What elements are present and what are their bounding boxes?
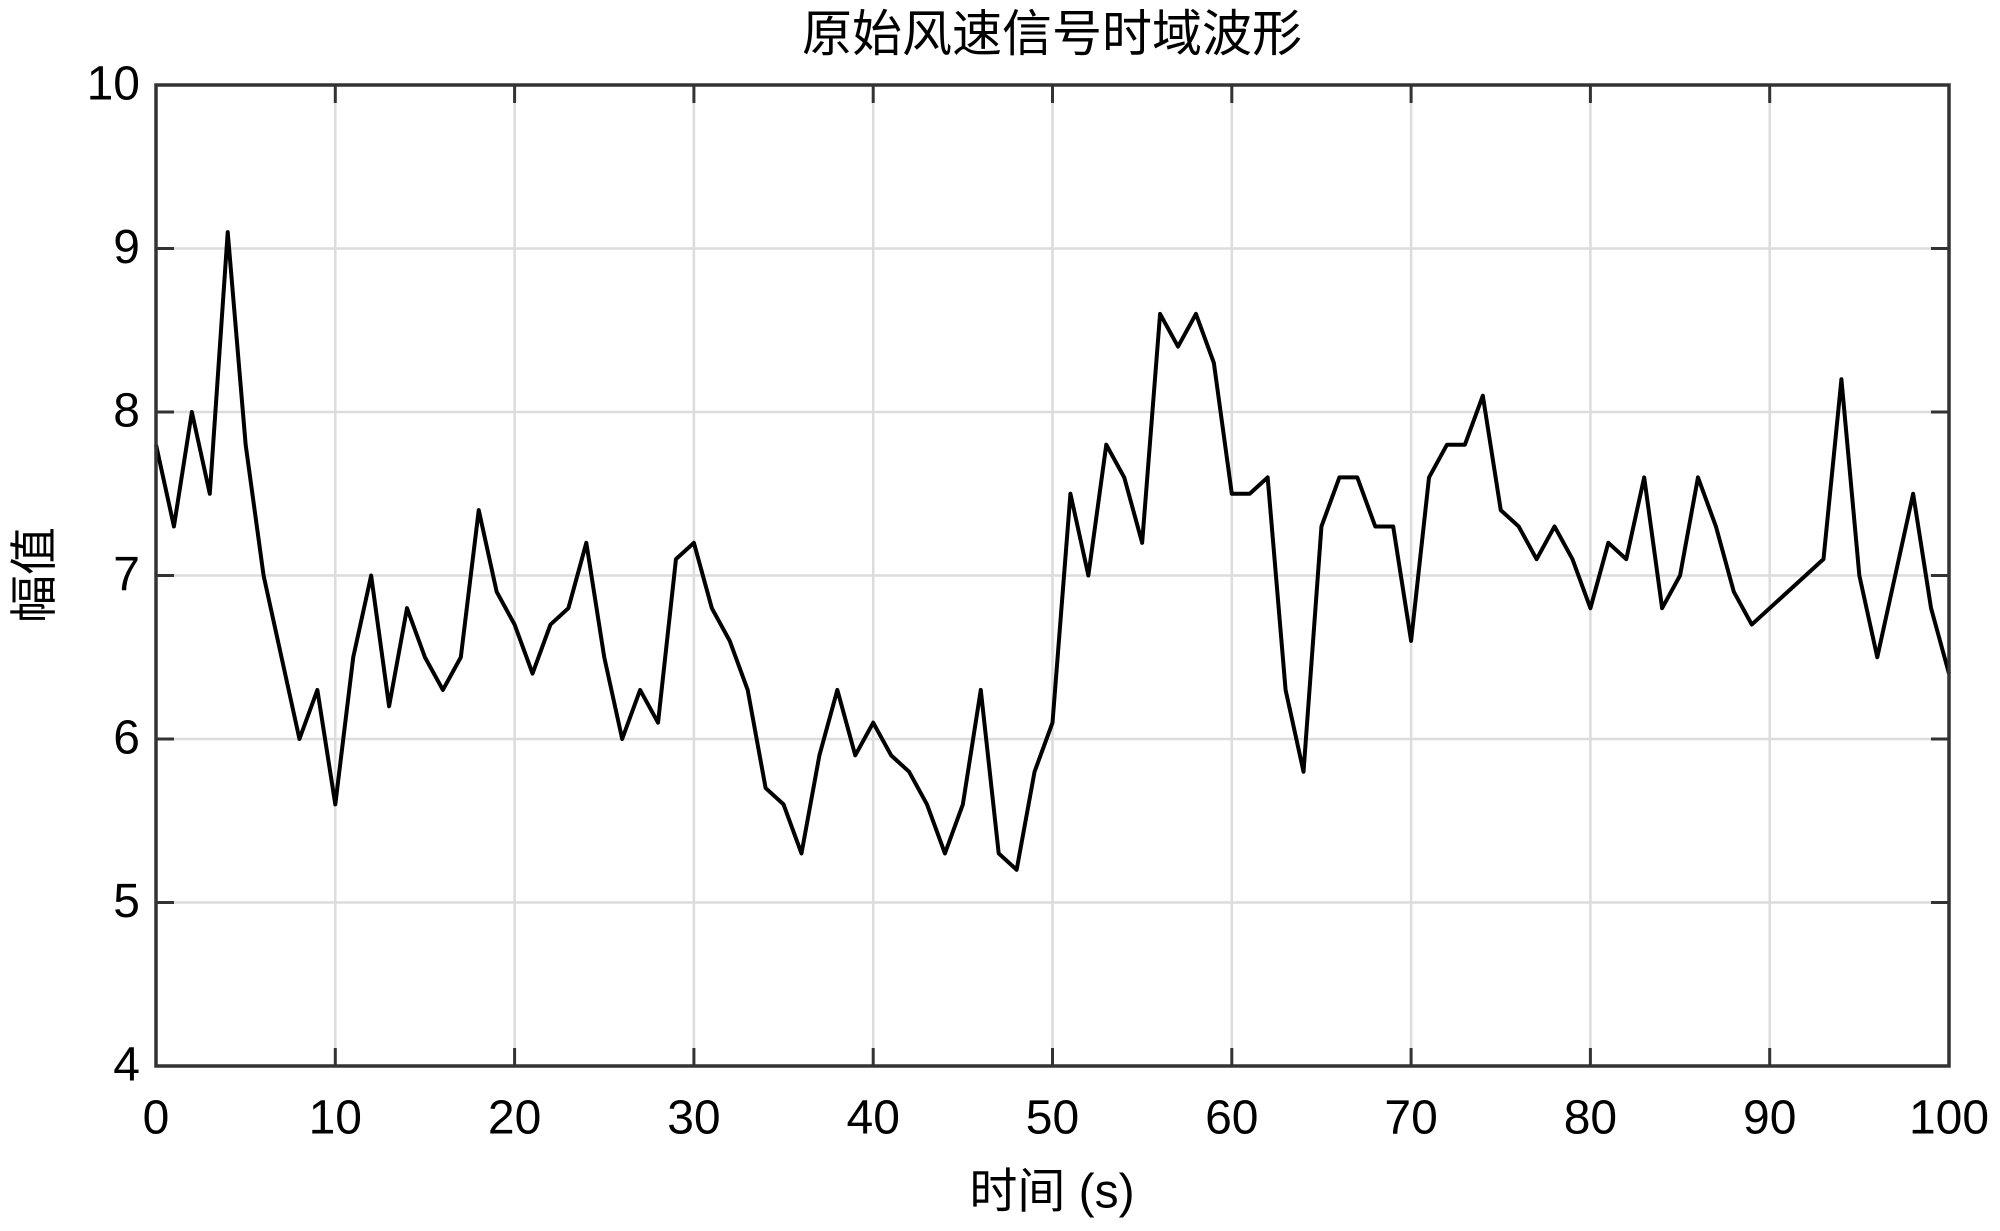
x-tick-label: 10 — [309, 1092, 362, 1145]
y-tick-label: 7 — [113, 548, 140, 601]
axes-box — [154, 83, 1951, 1068]
x-tick-label: 40 — [847, 1092, 900, 1145]
x-tick-label: 20 — [488, 1092, 541, 1145]
x-axis-label: 时间 (s) — [969, 1166, 1134, 1219]
x-tick-label: 80 — [1564, 1092, 1617, 1145]
x-tick-label: 60 — [1205, 1092, 1258, 1145]
y-tick-label: 9 — [113, 221, 140, 274]
data-line — [154, 230, 1951, 872]
x-tick-label: 50 — [1026, 1092, 1079, 1145]
x-tick-label: 30 — [667, 1092, 720, 1145]
y-axis-label: 幅值 — [9, 527, 62, 623]
x-tick-label: 0 — [143, 1092, 170, 1145]
x-tick-label: 70 — [1384, 1092, 1437, 1145]
y-tick-label: 8 — [113, 385, 140, 438]
y-tick-label: 5 — [113, 875, 140, 928]
x-tick-label: 100 — [1909, 1092, 1989, 1145]
x-tick-label: 90 — [1743, 1092, 1796, 1145]
y-tick-label: 6 — [113, 712, 140, 765]
y-tick-label: 10 — [87, 58, 140, 111]
chart-title: 原始风速信号时域波形 — [802, 6, 1302, 62]
y-tick-label: 4 — [113, 1039, 140, 1092]
